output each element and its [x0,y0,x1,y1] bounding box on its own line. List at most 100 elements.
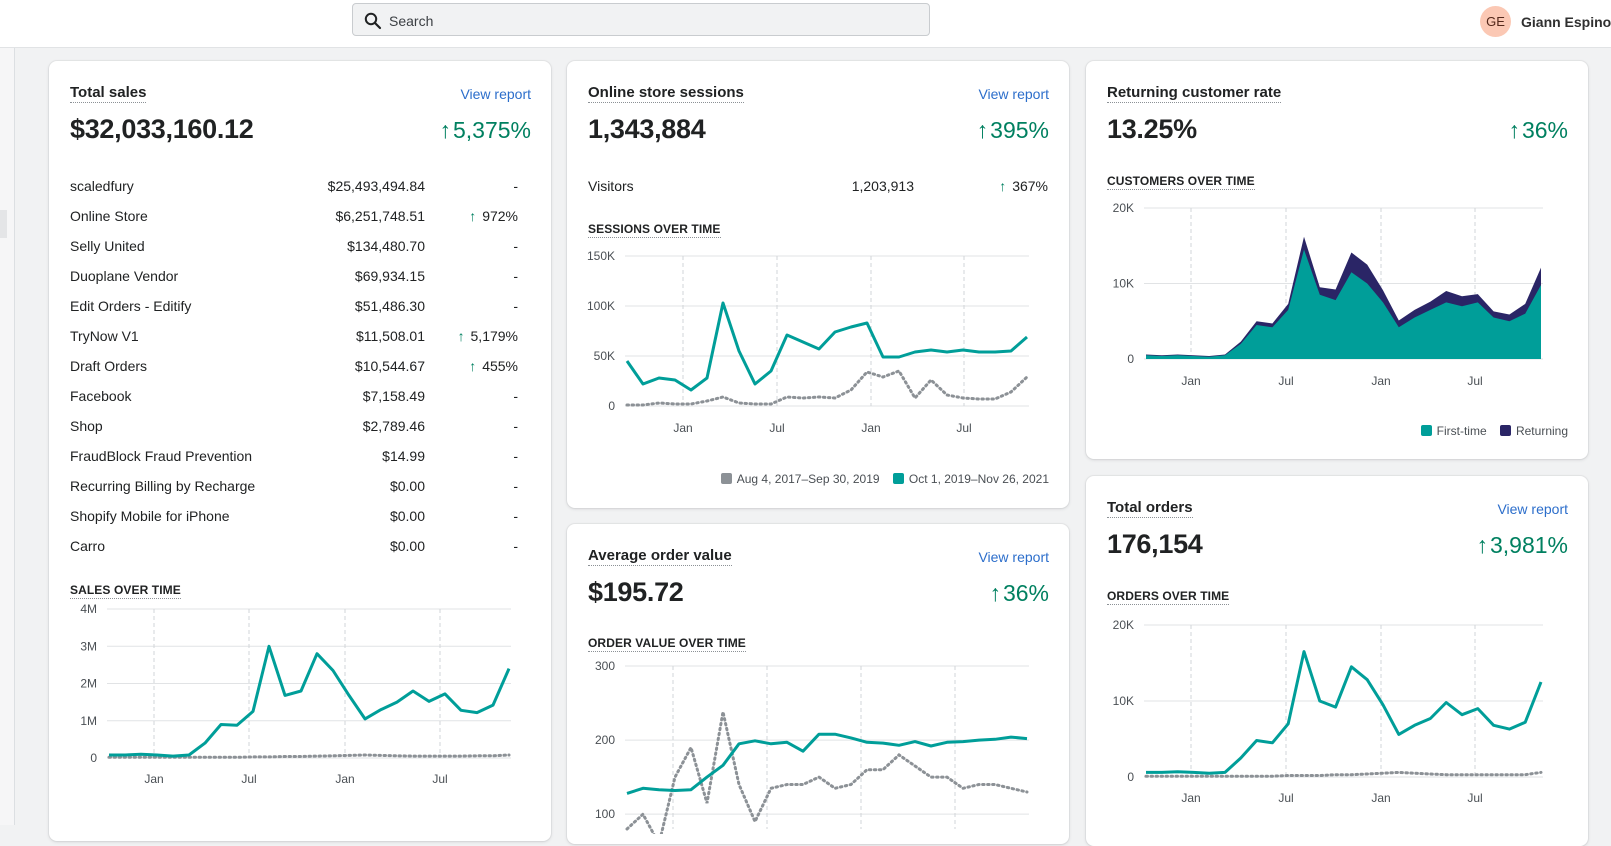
search-icon [364,12,382,30]
sales-channel-row: Duoplane Vendor $69,934.15 - [70,268,518,288]
channel-change-value: 455% [482,358,518,374]
total-sales-view-report-link[interactable]: View report [460,86,531,102]
aov-value: $195.72 [588,577,684,607]
x-tick-label: Jan [1181,791,1200,805]
channel-name: Edit Orders - Editify [70,298,192,314]
sales-channel-row: TryNow V1 $11,508.01 ↑ 5,179% [70,328,518,348]
x-tick-label: Jul [1467,791,1482,805]
line-series-current [109,644,511,758]
returning-title[interactable]: Returning customer rate [1107,84,1282,103]
channel-change: - [513,478,518,494]
orders-change-value: 3,981% [1489,532,1568,558]
y-tick-label: 4M [80,602,97,616]
channel-amount: $11,508.01 [355,328,425,344]
channel-change-value: 5,179% [470,328,518,344]
sales-channel-row: Edit Orders - Editify $51,486.30 - [70,298,518,318]
customers-chart-title[interactable]: CUSTOMERS OVER TIME [1107,174,1255,190]
chart-grid [1144,624,1543,778]
sessions-value: 1,343,884 [588,114,706,144]
channel-name: Shop [70,418,103,434]
channel-change-value: - [513,478,518,494]
x-tick-label: Jan [1181,374,1200,388]
sales-channel-row: FraudBlock Fraud Prevention $14.99 - [70,448,518,468]
visitors-label: Visitors [588,178,634,194]
y-tick-label: 0 [90,751,97,765]
channel-change: - [513,388,518,404]
nav-active-marker [0,210,7,238]
sessions-change-value: 395% [990,117,1049,143]
y-tick-label: 10K [1113,694,1134,708]
y-tick-label: 10K [1113,277,1134,291]
customers-over-time-chart: 0 10K 20K Jan Jul Jan Jul [1113,201,1543,388]
side-navigation [0,48,15,825]
avatar[interactable]: GE [1480,6,1511,37]
channel-name: Carro [70,538,106,554]
arrow-up-icon: ↑ [1508,117,1520,143]
sessions-chart-legend: Aug 4, 2017–Sep 30, 2019 Oct 1, 2019–Nov… [711,472,1049,486]
total-sales-title[interactable]: Total sales [70,84,147,103]
arrow-up-icon: ↑ [469,208,477,224]
orders-title[interactable]: Total orders [1107,499,1193,518]
user-name[interactable]: Giann Espino [1521,14,1611,30]
sessions-title[interactable]: Online store sessions [588,84,744,103]
sessions-over-time-chart: 0 50K 100K 150K Jan Jul Jan Jul [587,249,1029,435]
channel-change: ↑ 455% [469,358,518,374]
area-series-first-time [1146,249,1541,359]
sales-chart-title[interactable]: SALES OVER TIME [70,583,181,599]
channel-name: Shopify Mobile for iPhone [70,508,230,524]
y-tick-label: 0 [608,399,615,413]
y-tick-label: 100 [595,807,615,821]
channel-amount: $2,789.46 [362,418,425,434]
channel-amount: $0.00 [389,538,425,554]
aov-view-report-link[interactable]: View report [978,549,1049,565]
orders-over-time-chart: 0 10K 20K Jan Jul Jan Jul [1113,618,1543,805]
search-bar[interactable]: Search [352,3,930,36]
channel-name: Selly United [70,238,145,254]
channel-change: - [513,178,518,194]
aov-chart-title[interactable]: ORDER VALUE OVER TIME [588,636,746,652]
channel-change-value: - [513,238,518,254]
chart-grid [107,608,511,759]
total-sales-card: Total sales View report $32,033,160.12 ↑… [49,61,551,841]
sessions-chart-title[interactable]: SESSIONS OVER TIME [588,222,721,238]
sessions-view-report-link[interactable]: View report [978,86,1049,102]
visitors-row: Visitors 1,203,913 ↑ 367% [588,178,1048,198]
legend-item-previous: Aug 4, 2017–Sep 30, 2019 [720,472,880,486]
channel-change: - [513,508,518,524]
channel-change: - [513,418,518,434]
y-tick-label: 200 [595,733,615,747]
x-tick-label: Jul [241,772,256,786]
legend-swatch-current [892,473,904,484]
x-tick-label: Jan [673,421,692,435]
y-tick-label: 20K [1113,201,1134,215]
line-series-previous [625,711,1029,834]
customers-chart-legend: First-time Returning [1411,424,1568,438]
channel-name: Recurring Billing by Recharge [70,478,256,494]
x-tick-label: Jul [1278,374,1293,388]
orders-view-report-link[interactable]: View report [1497,501,1568,517]
visitors-value: 1,203,913 [851,178,914,194]
sales-channel-row: Shop $2,789.46 - [70,418,518,438]
orders-chart-title[interactable]: ORDERS OVER TIME [1107,589,1230,605]
channel-change: - [513,268,518,284]
x-tick-label: Jul [956,421,971,435]
x-tick-label: Jul [1467,374,1482,388]
order-value-over-time-chart: 100 200 300 [595,659,1029,834]
y-tick-label: 0 [1127,770,1134,784]
visitors-change-value: 367% [1012,178,1048,194]
legend-swatch-returning [1499,425,1511,436]
arrow-up-icon: ↑ [469,358,477,374]
aov-change-value: 36% [1002,580,1049,606]
channel-change: ↑ 972% [469,208,518,224]
arrow-up-icon: ↑ [999,178,1007,194]
x-tick-label: Jul [769,421,784,435]
aov-card: Average order value View report $195.72 … [567,524,1069,844]
y-tick-label: 1M [80,714,97,728]
sales-channel-row: Draft Orders $10,544.67 ↑ 455% [70,358,518,378]
y-tick-label: 20K [1113,618,1134,632]
sales-channel-row: Online Store $6,251,748.51 ↑ 972% [70,208,518,228]
line-series-current [625,301,1028,392]
aov-title[interactable]: Average order value [588,547,732,566]
channel-change: - [513,448,518,464]
returning-change: ↑36% [1508,117,1568,144]
